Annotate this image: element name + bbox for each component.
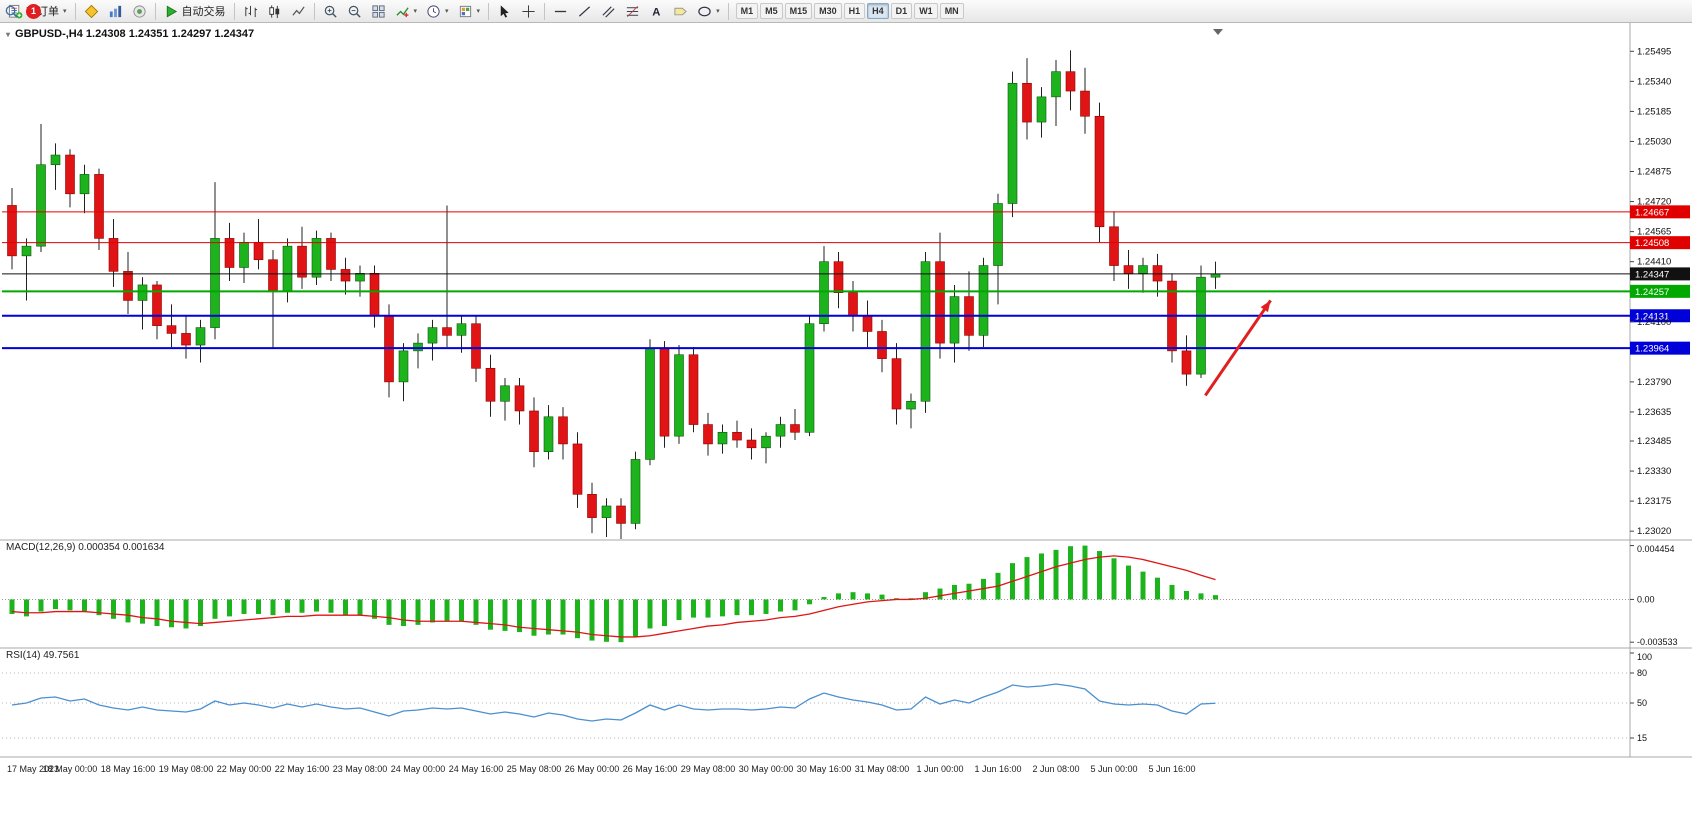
- toolbar-separator: [544, 2, 546, 20]
- clock-icon: [427, 4, 440, 18]
- indicators-button[interactable]: ▾: [391, 0, 422, 22]
- trendline-button[interactable]: [573, 0, 596, 22]
- template-icon: [459, 5, 471, 17]
- toolbar-separator: [154, 2, 156, 20]
- market-button[interactable]: [104, 0, 127, 22]
- timeframe-group: M1 M5 M15 M30 H1 H4 D1 W1 MN: [735, 3, 965, 19]
- timeframe-button-m1[interactable]: M1: [735, 3, 759, 19]
- time-axis[interactable]: [0, 757, 1630, 781]
- chart-title: GBPUSD-,H4 1.24308 1.24351 1.24297 1.243…: [15, 28, 255, 40]
- toolbar-right-icons: 1: [4, 3, 41, 19]
- tile-windows-button[interactable]: [367, 0, 390, 22]
- timeframe-button-mn[interactable]: MN: [939, 3, 964, 19]
- toolbar-separator: [727, 2, 729, 20]
- chevron-down-icon: ▾: [476, 8, 481, 15]
- toolbar-separator: [74, 2, 76, 20]
- timeframe-button-m30[interactable]: M30: [814, 3, 842, 19]
- channel-icon: [602, 5, 615, 18]
- toolbar-separator: [488, 2, 490, 20]
- trendline-icon: [578, 5, 591, 17]
- timeframe-button-d1[interactable]: D1: [890, 3, 913, 19]
- chevron-down-icon: ▾: [716, 8, 720, 15]
- notification-badge[interactable]: 1: [26, 3, 41, 19]
- horizontal-line-icon: [554, 10, 567, 12]
- autotrading-label: 自动交易: [181, 6, 226, 18]
- cursor-button[interactable]: [493, 0, 516, 22]
- line-chart-button[interactable]: [287, 0, 310, 22]
- timeframe-button-m15[interactable]: M15: [784, 3, 813, 19]
- diamond-icon: [84, 4, 98, 18]
- text-tool-button[interactable]: A: [645, 0, 668, 22]
- bar-columns-icon: [109, 5, 121, 17]
- ellipse-shape-icon: [698, 6, 711, 16]
- timeframe-button-w1[interactable]: W1: [914, 3, 938, 19]
- templates-button[interactable]: ▾: [454, 0, 485, 22]
- play-icon: [166, 5, 177, 17]
- periods-button[interactable]: ▾: [422, 0, 453, 22]
- line-chart-icon: [291, 5, 305, 16]
- cursor-icon: [500, 4, 509, 18]
- price-axis[interactable]: [1630, 23, 1692, 757]
- shapes-button[interactable]: ▾: [693, 0, 724, 22]
- zoom-in-icon: [324, 5, 337, 18]
- tile-windows-icon: [371, 4, 385, 18]
- macd-label: MACD(12,26,9) 0.000354 0.001634: [6, 542, 165, 553]
- chevron-down-icon: ▾: [413, 8, 418, 15]
- label-tool-button[interactable]: [669, 0, 692, 22]
- channel-button[interactable]: [597, 0, 620, 22]
- metaeditor-button[interactable]: [80, 0, 103, 22]
- chevron-down-icon: ▾: [445, 8, 449, 15]
- candlestick-chart-icon: [268, 4, 279, 18]
- timeframe-button-h1[interactable]: H1: [843, 3, 866, 19]
- zoom-out-button[interactable]: [343, 0, 366, 22]
- horizontal-line-button[interactable]: [549, 0, 572, 22]
- svg-text:A: A: [652, 6, 660, 18]
- zoom-in-button[interactable]: [319, 0, 342, 22]
- autotrading-button[interactable]: 自动交易: [160, 0, 230, 22]
- timeframe-button-m5[interactable]: M5: [760, 3, 783, 19]
- text-icon: A: [652, 6, 660, 18]
- fibonacci-icon: [626, 5, 639, 17]
- chevron-down-icon: ▾: [63, 8, 67, 15]
- rsi-label: RSI(14) 49.7561: [6, 650, 80, 661]
- globe-icon: [132, 4, 146, 18]
- crosshair-icon: [522, 4, 535, 18]
- bar-chart-button[interactable]: [239, 0, 262, 22]
- one-click-trading-toggle[interactable]: ▾: [6, 29, 11, 39]
- toolbar-separator: [313, 2, 315, 20]
- chart-window[interactable]: 1.24667 1.24508 1.24347 1.24257 1.24131 1.239…: [0, 23, 1692, 839]
- community-button[interactable]: [128, 0, 151, 22]
- zoom-out-icon: [348, 5, 361, 18]
- indicators-icon: [395, 6, 409, 17]
- timeframe-button-h4[interactable]: H4: [867, 3, 889, 19]
- chart-canvas[interactable]: 1.246671.245081.243471.242571.241311.239…: [0, 23, 1692, 839]
- toolbar: 新订单 ▾ 自动交易: [0, 0, 1692, 23]
- search-icon[interactable]: [4, 4, 19, 19]
- candlestick-chart-button[interactable]: [263, 0, 286, 22]
- bar-chart-icon: [244, 5, 257, 17]
- label-icon: [674, 7, 687, 15]
- crosshair-button[interactable]: [517, 0, 540, 22]
- fibonacci-button[interactable]: [621, 0, 644, 22]
- toolbar-separator: [233, 2, 235, 20]
- chart-title-row: ▾ GBPUSD-,H4 1.24308 1.24351 1.24297 1.2…: [6, 28, 254, 40]
